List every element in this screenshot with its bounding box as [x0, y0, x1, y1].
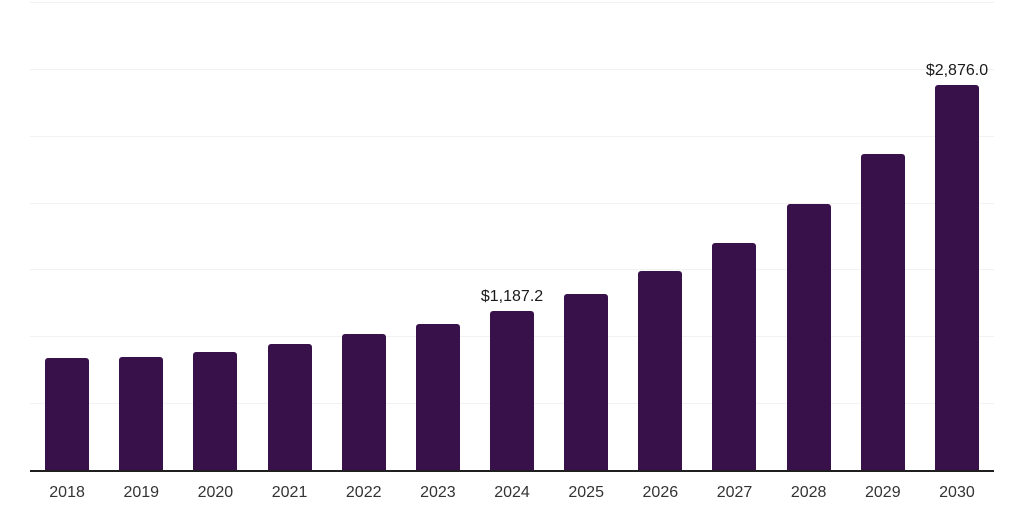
- bar-2022: [341, 334, 386, 470]
- bar-slot-2028: [772, 2, 846, 470]
- tick-label-2030: 2030: [939, 484, 975, 501]
- bar-slot-2029: [846, 2, 920, 470]
- bar-slot-2025: [549, 2, 623, 470]
- bar-2024: [490, 311, 535, 470]
- bar-2030: [934, 85, 979, 470]
- bar-2027: [712, 242, 757, 470]
- tick-label-2024: 2024: [494, 484, 530, 501]
- bars-row: $1,187.2 $2,876.0: [30, 2, 994, 470]
- tick-label-2029: 2029: [865, 484, 901, 501]
- tick-label-2028: 2028: [790, 484, 827, 501]
- gridline-2500: [30, 136, 994, 137]
- bar-slot-2030: $2,876.0: [920, 2, 994, 470]
- tick-label-2026: 2026: [642, 484, 679, 501]
- bar-slot-2023: [401, 2, 475, 470]
- bar-2019: [119, 357, 164, 470]
- bar-slot-2024: $1,187.2: [475, 2, 549, 470]
- bar-2029: [860, 154, 905, 470]
- x-axis-tick-labels: 2018 2019 2020 2021 2022 2023 2024 2025 2026 2027…: [30, 483, 994, 503]
- bar-slot-2020: [178, 2, 252, 470]
- tick-label-2025: 2025: [568, 484, 604, 501]
- bar-2026: [638, 270, 683, 470]
- bar-slot-2026: [623, 2, 697, 470]
- bar-2021: [267, 343, 312, 470]
- plot-area: $1,187.2 $2,876.0: [30, 2, 994, 472]
- gridline-1500: [30, 269, 994, 270]
- bar-slot-2018: [30, 2, 104, 470]
- bar-2025: [564, 294, 609, 470]
- bar-2023: [415, 324, 460, 470]
- tick-label-2022: 2022: [345, 484, 382, 501]
- bar-slot-2022: [327, 2, 401, 470]
- tick-label-2023: 2023: [420, 484, 456, 501]
- gridline-3500: [30, 2, 994, 3]
- bar-2020: [193, 352, 238, 470]
- bar-2018: [45, 358, 90, 470]
- tick-label-2019: 2019: [123, 484, 160, 501]
- bar-slot-2021: [252, 2, 326, 470]
- value-label-2024: $1,187.2: [480, 288, 544, 306]
- bar-slot-2019: [104, 2, 178, 470]
- bar-2028: [786, 203, 831, 470]
- tick-label-2021: 2021: [271, 484, 308, 501]
- tick-label-2018: 2018: [49, 484, 85, 501]
- value-label-2030: $2,876.0: [925, 62, 989, 80]
- tick-label-2020: 2020: [197, 484, 234, 501]
- bar-slot-2027: [697, 2, 771, 470]
- gridline-3000: [30, 69, 994, 70]
- tick-label-2027: 2027: [716, 484, 753, 501]
- gridline-2000: [30, 203, 994, 204]
